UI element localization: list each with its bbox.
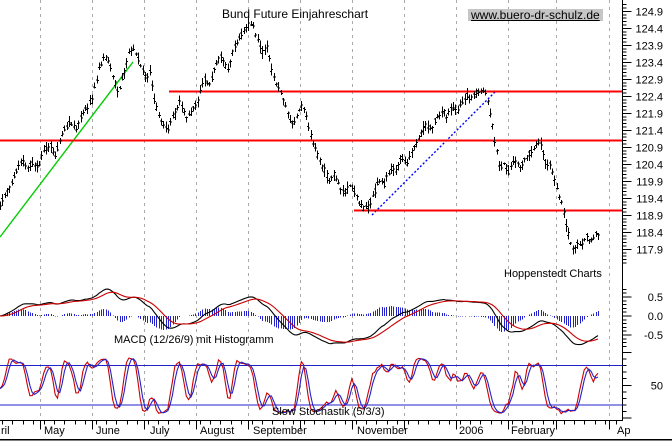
stoch-k-line	[0, 357, 599, 415]
month-label: 2006	[459, 425, 483, 437]
price-axis-label: 120.4	[635, 159, 663, 171]
macd-panel-label: MACD (12/26/9) mit Histogramm	[114, 334, 274, 346]
price-axis-label: 122.4	[635, 91, 663, 103]
price-axis-label: 119.9	[636, 176, 663, 188]
stoch-d-line	[0, 358, 599, 414]
website-link[interactable]: www.buero-dr-schulz.de	[468, 9, 603, 21]
macd-signal-line	[0, 291, 599, 343]
month-label: June	[96, 425, 120, 437]
macd-axis-label: -0.5	[644, 330, 663, 342]
chart-title: Bund Future Einjahreschart	[222, 7, 369, 21]
month-label: November	[357, 425, 408, 437]
stochastic-panel-label: Slow Stochastik (5/3/3)	[272, 406, 385, 418]
brand-watermark: Hoppenstedt Charts	[504, 268, 602, 280]
price-axis-label: 119.4	[636, 193, 663, 205]
green-uptrend	[0, 61, 134, 238]
price-axis-label: 123.4	[635, 57, 663, 69]
price-bars	[0, 17, 601, 255]
price-axis-label: 121.9	[635, 108, 663, 120]
price-axis-label: 120.9	[635, 142, 663, 154]
month-label: July	[150, 425, 170, 437]
month-label: ril	[1, 425, 10, 437]
macd-axis-label: 0.0	[648, 311, 663, 323]
month-label: Ap	[617, 425, 630, 437]
macd-line	[0, 288, 599, 346]
month-label: August	[200, 425, 234, 437]
blue-uptrend	[371, 91, 496, 216]
price-axis-label: 123.9	[635, 40, 663, 52]
price-axis-label: 121.4	[635, 125, 663, 137]
macd-axis-label: 0.5	[648, 292, 663, 304]
month-label: May	[44, 425, 65, 437]
price-axis-label: 117.9	[636, 244, 663, 256]
price-axis-label: 118.4	[636, 227, 663, 239]
price-axis-label: 118.9	[636, 210, 663, 222]
price-axis-label: 122.9	[635, 74, 663, 86]
month-label: September	[253, 425, 307, 437]
stoch-axis-label: 50	[651, 380, 663, 392]
month-label: February	[511, 425, 556, 437]
macd-histogram	[2, 306, 599, 332]
price-axis-label: 124.9	[635, 6, 663, 18]
price-axis-label: 124.4	[635, 23, 663, 35]
